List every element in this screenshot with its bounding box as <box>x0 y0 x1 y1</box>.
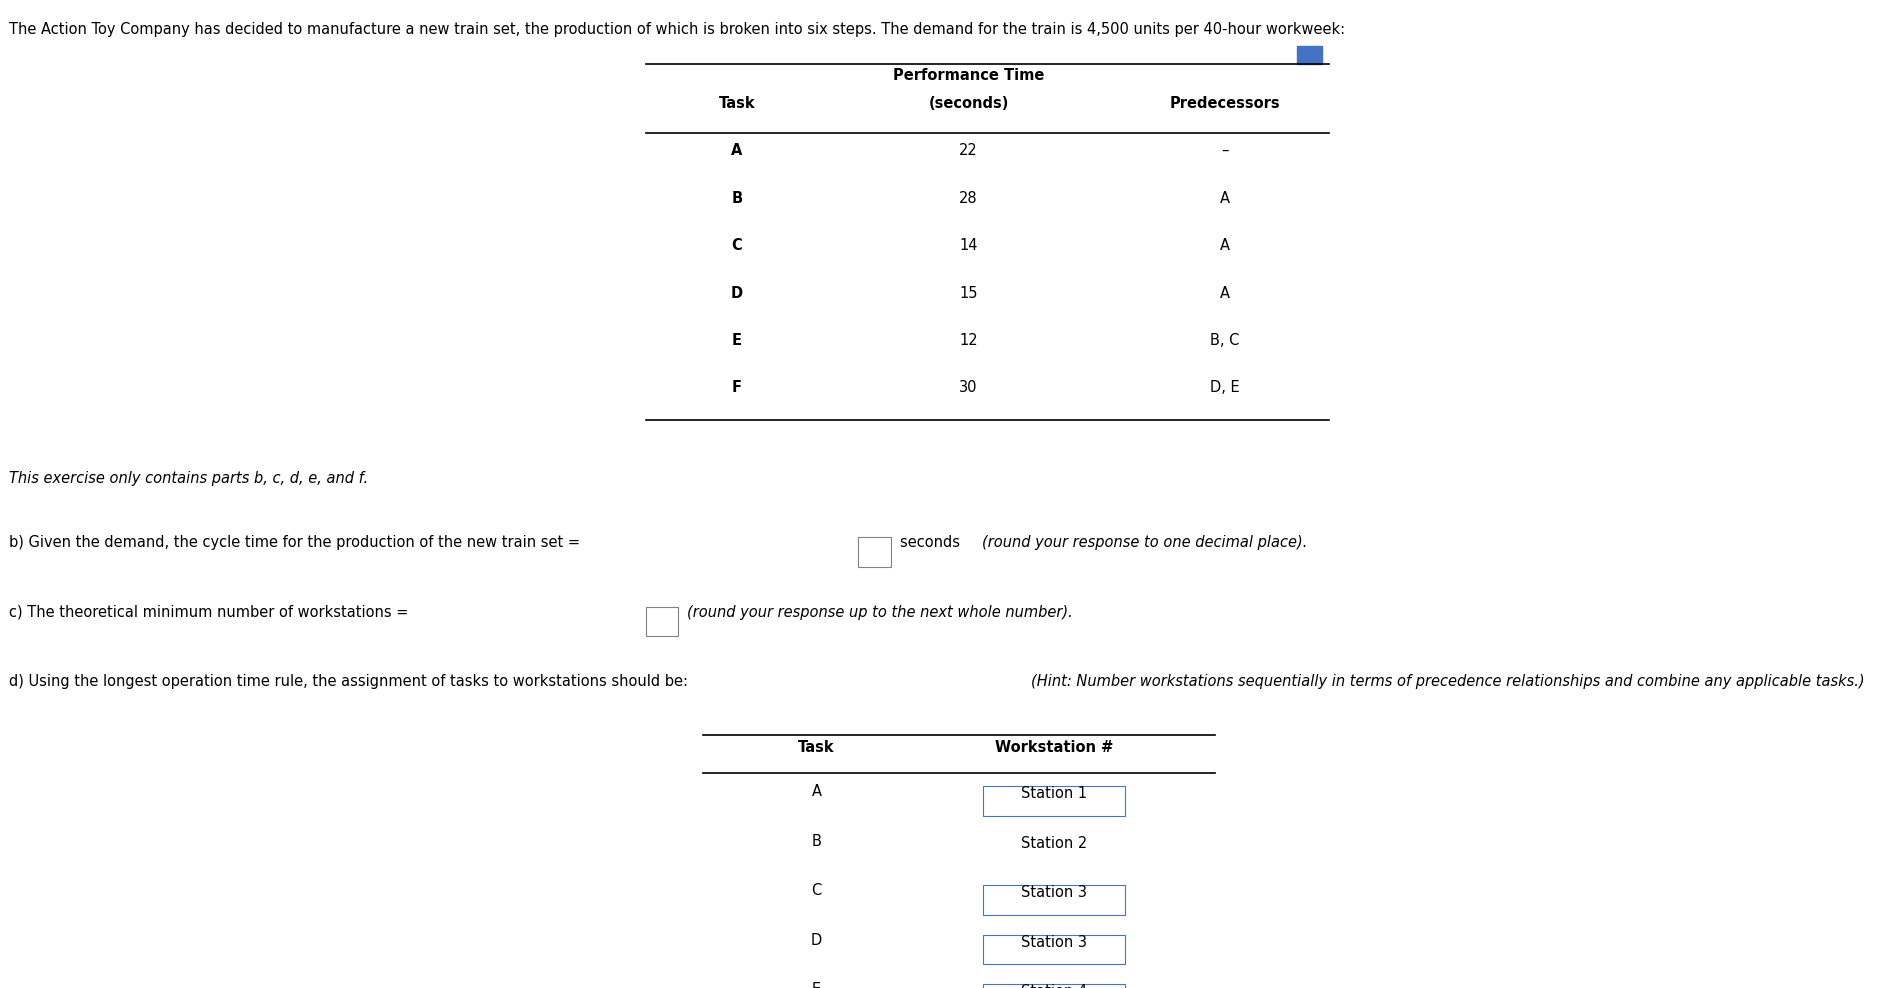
Text: A: A <box>810 784 822 799</box>
Text: 15: 15 <box>958 286 977 300</box>
FancyBboxPatch shape <box>645 607 678 636</box>
Text: C: C <box>731 238 742 253</box>
FancyBboxPatch shape <box>858 537 890 567</box>
Text: b) Given the demand, the cycle time for the production of the new train set =: b) Given the demand, the cycle time for … <box>9 535 581 550</box>
Text: 28: 28 <box>958 191 977 206</box>
FancyBboxPatch shape <box>983 935 1126 964</box>
Text: 12: 12 <box>958 333 977 348</box>
Text: –: – <box>1220 143 1228 158</box>
Text: (Hint: Number workstations sequentially in terms of precedence relationships and: (Hint: Number workstations sequentially … <box>1031 674 1864 689</box>
Text: Station 3: Station 3 <box>1021 935 1086 949</box>
Text: 22: 22 <box>958 143 977 158</box>
Text: The Action Toy Company has decided to manufacture a new train set, the productio: The Action Toy Company has decided to ma… <box>9 22 1346 37</box>
Text: (round your response up to the next whole number).: (round your response up to the next whol… <box>687 605 1072 619</box>
Text: E: E <box>812 982 820 988</box>
Text: C: C <box>810 883 822 898</box>
Text: 30: 30 <box>958 380 977 395</box>
Text: E: E <box>731 333 742 348</box>
Text: A: A <box>1219 238 1230 253</box>
FancyBboxPatch shape <box>1296 46 1321 64</box>
Text: D, E: D, E <box>1209 380 1239 395</box>
Text: Performance Time: Performance Time <box>892 68 1044 83</box>
Text: Workstation #: Workstation # <box>995 740 1112 755</box>
Text: Station 4: Station 4 <box>1021 984 1086 988</box>
Text: (seconds): (seconds) <box>928 96 1008 111</box>
Text: B: B <box>810 834 822 849</box>
Text: Task: Task <box>797 740 835 755</box>
Text: 14: 14 <box>958 238 977 253</box>
Text: Task: Task <box>717 96 755 111</box>
Text: A: A <box>1219 191 1230 206</box>
Text: Station 3: Station 3 <box>1021 885 1086 900</box>
Text: Station 1: Station 1 <box>1021 786 1086 801</box>
Text: This exercise only contains parts b, c, d, e, and f.: This exercise only contains parts b, c, … <box>9 471 368 486</box>
Text: Station 2: Station 2 <box>1021 836 1086 851</box>
Text: F: F <box>731 380 742 395</box>
Text: Predecessors: Predecessors <box>1169 96 1279 111</box>
Text: B: B <box>731 191 742 206</box>
FancyBboxPatch shape <box>983 885 1126 915</box>
Text: A: A <box>731 143 742 158</box>
Text: c) The theoretical minimum number of workstations =: c) The theoretical minimum number of wor… <box>9 605 408 619</box>
Text: A: A <box>1219 286 1230 300</box>
Text: B, C: B, C <box>1209 333 1239 348</box>
Text: seconds: seconds <box>900 535 964 550</box>
FancyBboxPatch shape <box>983 786 1126 816</box>
Text: D: D <box>731 286 742 300</box>
Text: d) Using the longest operation time rule, the assignment of tasks to workstation: d) Using the longest operation time rule… <box>9 674 693 689</box>
FancyBboxPatch shape <box>983 984 1126 988</box>
Text: D: D <box>810 933 822 947</box>
Text: (round your response to one decimal place).: (round your response to one decimal plac… <box>981 535 1306 550</box>
